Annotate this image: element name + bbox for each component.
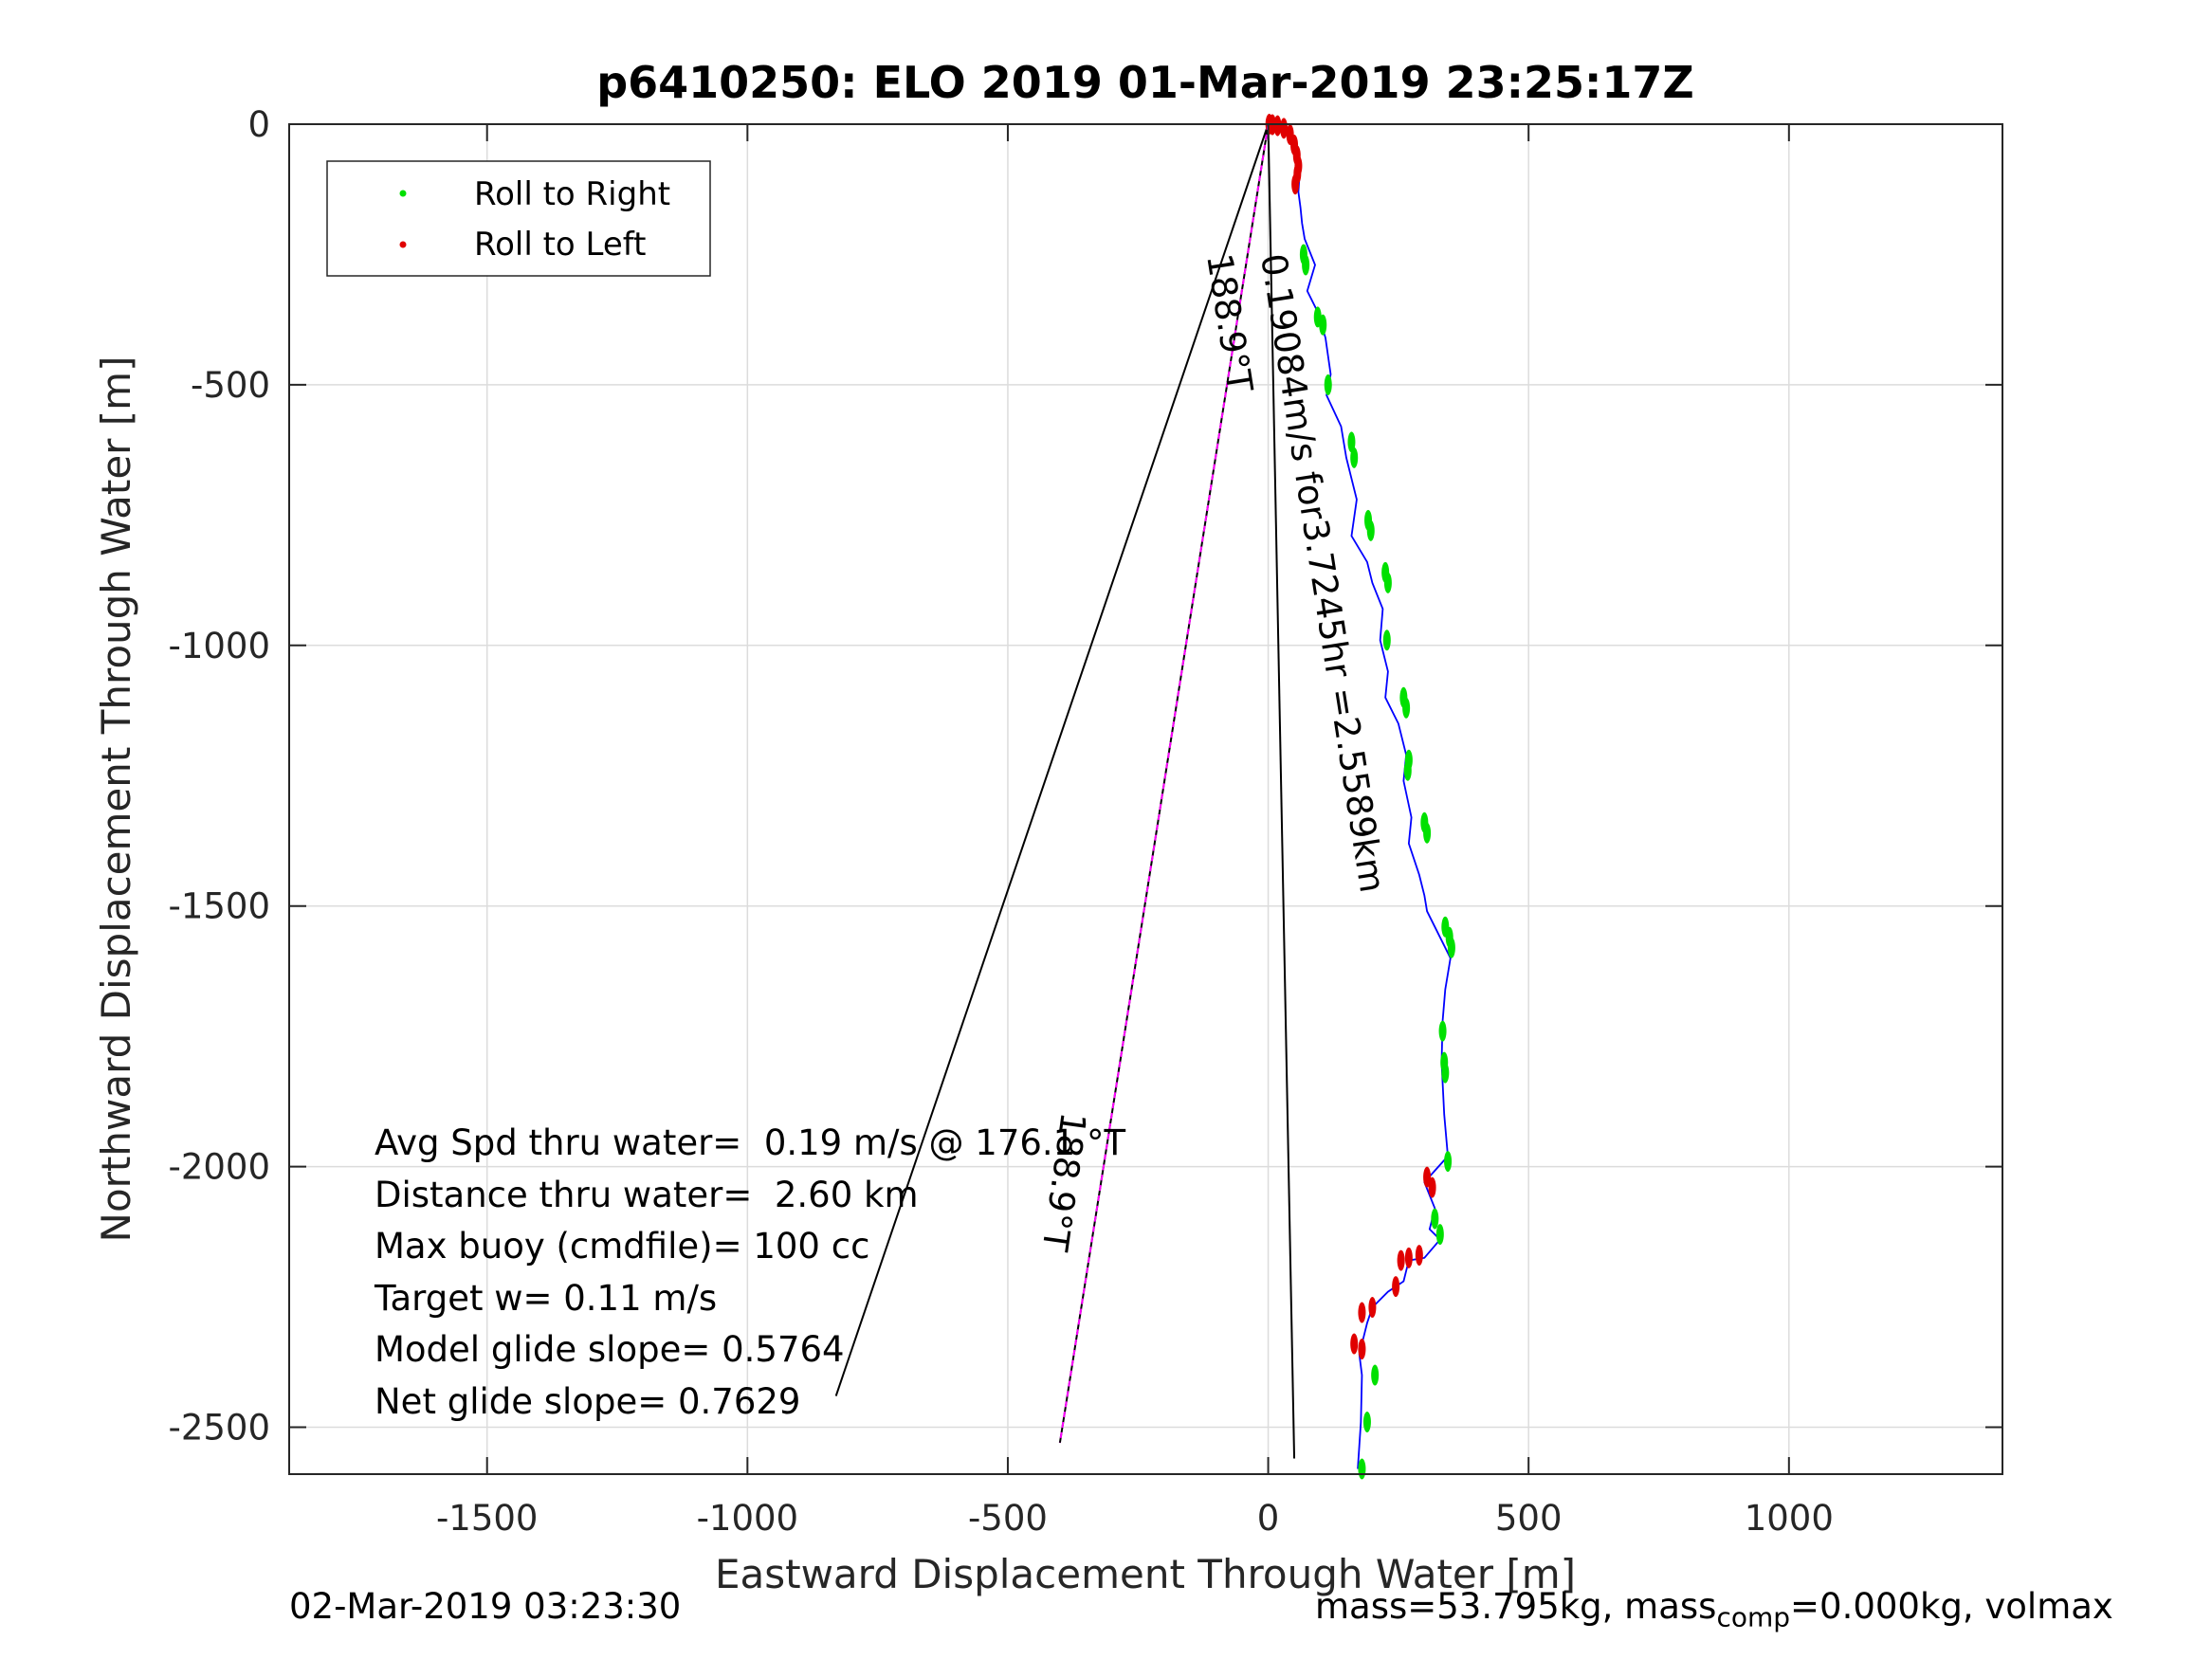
roll-right-point xyxy=(1350,447,1359,468)
x-tick-label: -1000 xyxy=(697,1498,799,1539)
x-axis-label: Eastward Displacement Through Water [m] xyxy=(715,1551,1576,1597)
footer-mass-suffix: =0.000kg, volmax xyxy=(1790,1586,2113,1627)
roll-left-point xyxy=(1280,118,1289,139)
roll-right-point xyxy=(1319,314,1327,336)
roll-left-point xyxy=(1291,173,1300,195)
stats-text-block: Avg Spd thru water= 0.19 m/s @ 176.1 °T … xyxy=(374,1122,1125,1422)
legend-marker-roll-right xyxy=(399,190,407,197)
roll-left-point xyxy=(1415,1245,1423,1267)
roll-left-point xyxy=(1368,1297,1377,1319)
legend-marker-roll-left xyxy=(399,241,407,248)
x-tick-label: -1500 xyxy=(436,1498,539,1539)
chart-title: p6410250: ELO 2019 01-Mar-2019 23:25:17Z xyxy=(596,57,1694,108)
axes-frame xyxy=(288,123,2003,1475)
legend: Roll to Right Roll to Left xyxy=(326,160,711,277)
legend-label-roll-left: Roll to Left xyxy=(474,226,647,264)
y-tick-label: -500 xyxy=(191,365,270,406)
y-tick-label: -2000 xyxy=(168,1147,270,1188)
stat-distance: Distance thru water= 2.60 km xyxy=(375,1175,918,1215)
roll-right-point xyxy=(1423,822,1432,844)
x-tick-label: 0 xyxy=(1257,1498,1280,1539)
x-tick-label: 500 xyxy=(1495,1498,1563,1539)
roll-left-point xyxy=(1358,1302,1366,1323)
y-tick-label: -2500 xyxy=(168,1408,270,1449)
footer-mass-subscript: comp xyxy=(1716,1601,1791,1633)
roll-right-point xyxy=(1358,1458,1366,1480)
stat-max-buoy: Max buoy (cmdfile)= 100 cc xyxy=(375,1226,869,1267)
y-tick-label: -1000 xyxy=(168,626,270,666)
roll-right-point xyxy=(1302,254,1310,276)
stat-model-glide: Model glide slope= 0.5764 xyxy=(375,1329,845,1370)
roll-right-point xyxy=(1435,1224,1444,1246)
data-series xyxy=(1058,114,1455,1480)
roll-right-point xyxy=(1324,374,1332,395)
roll-right-point xyxy=(1447,937,1455,958)
roll-right-point xyxy=(1362,1412,1371,1433)
heading-line-dashed xyxy=(1058,123,1270,1444)
axis-ticks: -1500 -1000 -500 0 500 1000 0 -500 -1000 -1500 -20… xyxy=(168,104,2002,1539)
reference-lines xyxy=(834,123,1296,1459)
reference-line xyxy=(834,123,1270,1396)
grid-lines xyxy=(289,123,2002,1474)
stat-target-w: Target w= 0.11 m/s xyxy=(374,1278,717,1319)
stat-avg-speed: Avg Spd thru water= 0.19 m/s @ 176.1 °T xyxy=(375,1122,1125,1163)
roll-right-point xyxy=(1444,1151,1453,1173)
roll-right-point xyxy=(1382,629,1391,651)
reference-line xyxy=(1267,123,1296,1459)
roll-left-point xyxy=(1397,1249,1405,1271)
footer-mass-info: mass=53.795kg, masscomp=0.000kg, volmax xyxy=(1315,1586,2113,1632)
roll-right-point xyxy=(1371,1364,1380,1386)
plot-area xyxy=(289,124,2002,1474)
legend-box xyxy=(326,160,711,277)
legend-label-roll-right: Roll to Right xyxy=(474,175,670,213)
roll-left-point xyxy=(1423,1166,1432,1188)
x-tick-label: 1000 xyxy=(1745,1498,1834,1539)
roll-right-point xyxy=(1383,572,1392,593)
y-tick-label: -1500 xyxy=(168,886,270,927)
roll-right-point xyxy=(1441,1062,1450,1084)
x-tick-label: -500 xyxy=(968,1498,1048,1539)
y-tick-label: 0 xyxy=(247,104,270,145)
roll-right-point xyxy=(1366,520,1375,541)
roll-right-point xyxy=(1402,697,1411,719)
roll-left-point xyxy=(1273,115,1282,137)
footer-timestamp: 02-Mar-2019 03:23:30 xyxy=(289,1586,682,1627)
roll-left-point xyxy=(1392,1276,1400,1298)
roll-right-point xyxy=(1431,1208,1439,1230)
roll-left-point xyxy=(1404,1247,1413,1268)
roll-right-point xyxy=(1347,431,1356,453)
y-axis-label: Northward Displacement Through Water [m] xyxy=(93,356,139,1243)
roll-right-point xyxy=(1438,1020,1447,1042)
roll-right-point xyxy=(1403,759,1412,781)
roll-left-point xyxy=(1358,1339,1366,1360)
footer-mass-prefix: mass=53.795kg, mass xyxy=(1315,1586,1717,1627)
stat-net-glide: Net glide slope= 0.7629 xyxy=(375,1381,800,1422)
roll-left-point xyxy=(1428,1176,1436,1198)
roll-left-point xyxy=(1350,1333,1359,1355)
